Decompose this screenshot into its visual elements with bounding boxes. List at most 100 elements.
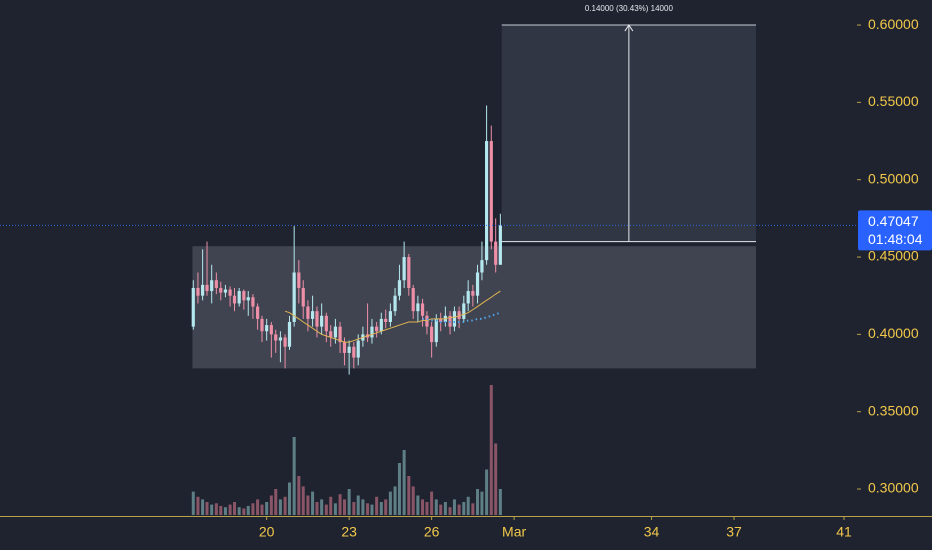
candle-body <box>306 306 310 319</box>
candle-body <box>379 318 383 332</box>
volume-bar <box>256 499 260 515</box>
volume-bar <box>269 495 273 515</box>
volume-bar <box>283 496 287 515</box>
candle-body <box>475 272 480 296</box>
last-price-label: 0.47047 <box>868 213 919 229</box>
volume-bar <box>329 496 333 515</box>
volume-bar <box>292 437 296 515</box>
candle-body <box>462 303 466 319</box>
candle-body <box>485 141 489 261</box>
candle-body <box>338 326 342 343</box>
candle-body <box>457 311 461 319</box>
x-tick-label: 34 <box>644 524 660 540</box>
volume-bar <box>416 495 420 515</box>
x-tick-label: Mar <box>502 524 526 540</box>
volume-bar <box>480 491 484 515</box>
volume-bar <box>421 499 425 515</box>
volume-bar <box>489 385 493 515</box>
candle-body <box>329 331 333 338</box>
candle-body <box>333 326 338 338</box>
candle-body <box>219 287 223 293</box>
volume-bar <box>462 502 466 515</box>
volume-bar <box>434 499 438 515</box>
candle-body <box>384 318 388 322</box>
candle-body <box>301 287 305 307</box>
volume-bar <box>498 489 502 515</box>
volume-bar <box>223 507 227 515</box>
volume-bar <box>324 504 328 515</box>
x-tick-label: 23 <box>341 524 357 540</box>
volume-bar <box>278 499 282 515</box>
candle-body <box>471 291 475 296</box>
candle-body <box>324 315 328 332</box>
candle-body <box>320 315 324 327</box>
y-tick-label: 0.30000 <box>868 480 919 496</box>
volume-bar <box>485 469 489 515</box>
candle-body <box>191 287 195 327</box>
candle-body <box>342 342 347 353</box>
volume-bar <box>397 463 401 515</box>
volume-bar <box>471 503 475 515</box>
volume-bar <box>361 499 365 515</box>
volume-bar <box>287 482 291 515</box>
x-tick-label: 37 <box>726 524 742 540</box>
volume-bar <box>494 443 498 515</box>
volume-bar <box>242 508 246 515</box>
candle-body <box>223 289 228 293</box>
volume-bar <box>457 504 461 515</box>
candle-body <box>292 272 296 322</box>
candle-body <box>246 297 250 301</box>
volume-bar <box>274 489 278 515</box>
candle-body <box>297 272 301 288</box>
y-tick-label: 0.60000 <box>868 16 919 32</box>
candle-body <box>370 326 374 338</box>
volume-bar <box>356 495 360 515</box>
overlay-line <box>284 290 501 343</box>
volume-bar <box>342 499 346 515</box>
volume-bar <box>260 504 264 515</box>
range-box <box>192 246 757 369</box>
candle-body <box>278 337 283 341</box>
y-tick-label: 0.40000 <box>868 325 919 341</box>
volume-bar <box>210 504 214 515</box>
volume-bar <box>439 504 443 515</box>
volume-bar <box>430 491 434 515</box>
candle-body <box>494 241 498 265</box>
x-tick-label: 41 <box>836 524 852 540</box>
candle-body <box>228 289 232 296</box>
candle-body <box>260 318 264 332</box>
y-tick-label: 0.55000 <box>868 93 919 109</box>
volume-bar <box>214 503 218 515</box>
volume-bar <box>246 505 250 515</box>
volume-bar <box>333 503 337 515</box>
candle-body <box>315 311 319 327</box>
candle-body <box>420 303 425 316</box>
candle-body <box>214 280 218 288</box>
volume-bar <box>425 502 429 515</box>
candle-body <box>210 280 214 292</box>
x-tick-label: 20 <box>259 524 275 540</box>
candle-body <box>269 325 273 335</box>
volume-bar <box>338 494 342 515</box>
volume-bar <box>201 499 205 515</box>
candle-body <box>347 346 351 353</box>
candle-body <box>255 306 260 319</box>
volume-bar <box>379 502 383 515</box>
volume-bar <box>366 503 370 515</box>
y-tick-label: 0.35000 <box>868 402 919 418</box>
volume-bar <box>306 495 310 515</box>
y-tick-label: 0.45000 <box>868 248 919 264</box>
volume-bar <box>347 489 351 515</box>
volume-bar <box>205 502 209 515</box>
volume-bar <box>219 505 223 515</box>
candle-body <box>310 311 315 319</box>
volume-bar <box>448 507 452 515</box>
candle-body <box>480 260 484 273</box>
volume-bar <box>443 502 447 515</box>
volume-bar <box>251 503 255 515</box>
candle-body <box>411 287 415 312</box>
volume-bar <box>301 486 305 515</box>
candle-body <box>425 315 429 327</box>
candle-body <box>452 311 457 327</box>
